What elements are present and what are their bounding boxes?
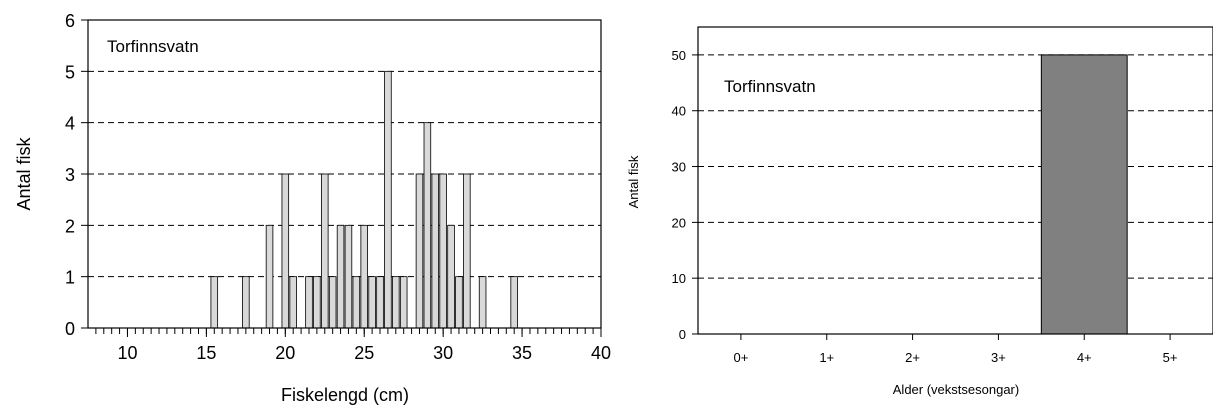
age-bar	[1040, 54, 1128, 335]
age-bars	[1040, 54, 1128, 335]
age-chart: 0 10 20 30 40 50 0+ 1+ 2+ 3+ 4+ 5+ Torfinnsvatn Ald…	[626, 26, 1213, 397]
age-x-tick-label: 4+	[1077, 350, 1092, 365]
age-y-tick-label: 20	[672, 215, 686, 230]
length-y-tick-label: 2	[65, 216, 75, 236]
length-x-tick-label: 25	[354, 343, 374, 363]
length-bar	[368, 276, 376, 329]
length-x-tick-label: 30	[433, 343, 453, 363]
age-y-tick-label: 10	[672, 271, 686, 286]
length-bar	[447, 224, 455, 329]
length-bar	[463, 173, 471, 329]
age-x-axis-label: Alder (vekstsesongar)	[893, 382, 1019, 397]
length-x-tick-label: 35	[512, 343, 532, 363]
length-bar	[360, 224, 368, 329]
age-annotation: Torfinnsvatn	[724, 77, 816, 96]
age-x-tick-label: 0+	[734, 350, 749, 365]
length-y-tick-label: 6	[65, 11, 75, 31]
length-bar	[344, 224, 353, 329]
length-bars	[210, 70, 518, 329]
length-bar	[328, 276, 337, 329]
length-bar	[439, 173, 447, 329]
length-bar	[242, 276, 250, 329]
length-bar	[336, 224, 345, 329]
length-bar	[210, 276, 219, 329]
age-plot-frame	[697, 26, 1213, 335]
length-y-tick-label: 1	[65, 268, 75, 288]
length-bar	[305, 276, 313, 329]
age-y-tick-label: 50	[672, 48, 686, 63]
length-gridlines	[88, 70, 601, 278]
length-y-tick-label: 3	[65, 165, 75, 185]
length-y-tick-label: 5	[65, 62, 75, 82]
length-bar	[289, 276, 297, 329]
age-gridlines	[698, 54, 1213, 279]
length-x-tick-label: 40	[591, 343, 611, 363]
length-x-axis-label: Fiskelengd (cm)	[281, 385, 409, 405]
length-bar	[321, 173, 329, 329]
length-bar	[376, 276, 384, 329]
age-x-tick-label: 1+	[819, 350, 834, 365]
length-ticks: 0 1 2 3 4 5 6 10 15 20 25 30 35 40	[65, 11, 611, 363]
length-bar	[265, 224, 274, 329]
length-bar	[478, 276, 487, 329]
age-x-tick-label: 3+	[991, 350, 1006, 365]
age-y-tick-label: 40	[672, 104, 686, 119]
age-y-tick-label: 0	[679, 327, 686, 342]
age-ticks: 0 10 20 30 40 50 0+ 1+ 2+ 3+ 4+ 5+	[672, 48, 1178, 365]
length-bar	[423, 122, 432, 329]
length-x-tick-label: 20	[275, 343, 295, 363]
length-bar	[431, 173, 440, 329]
age-x-tick-label: 2+	[905, 350, 920, 365]
length-bar	[384, 70, 392, 329]
length-bar	[352, 276, 361, 329]
length-bar	[281, 173, 290, 329]
length-y-tick-label: 0	[65, 319, 75, 339]
length-bar	[415, 173, 424, 329]
length-bar	[399, 276, 408, 329]
length-y-tick-label: 4	[65, 114, 75, 134]
length-plot-frame	[87, 19, 602, 329]
length-chart: 0 1 2 3 4 5 6 10 15 20 25 30 35 40 Torfinnsvatn Fiske…	[14, 11, 611, 405]
age-y-tick-label: 30	[672, 160, 686, 175]
length-y-axis-label: Antal fisk	[14, 136, 34, 210]
length-bar	[455, 276, 463, 329]
age-x-tick-label: 5+	[1163, 350, 1178, 365]
length-x-tick-label: 10	[117, 343, 137, 363]
age-y-axis-label: Antal fisk	[626, 155, 641, 208]
length-bar	[313, 276, 321, 329]
length-x-tick-label: 15	[196, 343, 216, 363]
length-bar	[392, 276, 400, 329]
length-bar	[510, 276, 518, 329]
length-annotation: Torfinnsvatn	[107, 37, 199, 56]
